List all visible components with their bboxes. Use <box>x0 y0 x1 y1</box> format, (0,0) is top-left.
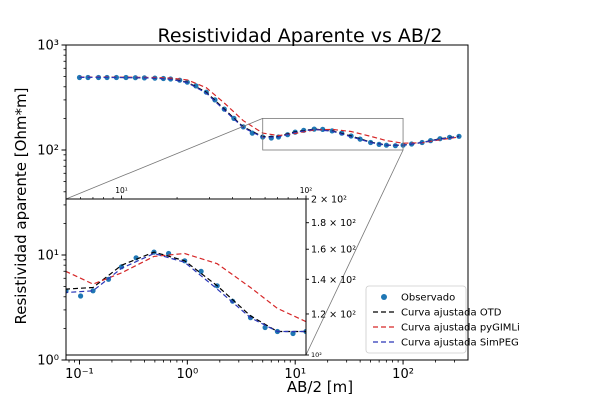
main-series-line-3 <box>79 76 460 146</box>
inset-point-observado-22 <box>90 288 96 294</box>
zoom-indicator-box <box>262 117 404 151</box>
chart-title: Resistividad Aparente vs AB/2 <box>158 25 443 47</box>
inset-point-observado-25 <box>133 255 139 261</box>
y-tick-label: 10² <box>37 144 59 159</box>
inset-y-tick-label: 1.6 × 10² <box>311 245 356 256</box>
y-tick-label: 10¹ <box>37 249 59 264</box>
legend-label-2: Curva ajustada pyGIMLi <box>401 323 520 334</box>
inset-x-tick-label: 10² <box>300 186 313 195</box>
inset-point-observado-35 <box>290 330 296 337</box>
legend: Observado Curva ajustada OTD Curva ajustad… <box>365 285 520 354</box>
inset-frame <box>65 198 307 356</box>
main-series-line-2 <box>79 76 460 144</box>
inset-point-observado-16 <box>0 151 3 156</box>
x-tick-label: 10¹ <box>284 367 306 382</box>
x-tick-label: 10⁻¹ <box>65 367 94 382</box>
main-point-observado-19 <box>249 130 255 136</box>
inset-y-tick-label: 1.8 × 10² <box>311 218 356 229</box>
main-series-line-1 <box>79 76 460 146</box>
x-tick-label: 10⁰ <box>176 367 198 382</box>
legend-label-0: Observado <box>401 293 455 304</box>
inset-point-observado-21 <box>78 293 84 299</box>
zoom-connector-line <box>305 149 404 356</box>
inset-point-observado-33 <box>262 324 268 331</box>
inset-y-tick-label: 10² <box>311 351 322 359</box>
inset-y-tick-label: 2 × 10² <box>311 195 347 206</box>
legend-box <box>365 285 467 354</box>
legend-label-3: Curva ajustada SimPEG <box>401 338 519 349</box>
main-point-observado-42 <box>456 133 462 139</box>
zoom-connector-line <box>65 118 263 200</box>
legend-marker-0 <box>381 294 387 300</box>
inset-point-observado-29 <box>198 268 204 274</box>
inset-background <box>66 199 306 355</box>
x-tick-label: 10² <box>392 367 414 382</box>
inset-y-tick-label: 1.2 × 10² <box>311 309 356 320</box>
main-point-observado-5 <box>123 74 129 81</box>
inset-point-observado-18 <box>30 238 35 243</box>
inset-y-tick-label: 1.4 × 10² <box>311 275 356 286</box>
main-point-observado-6 <box>132 75 138 81</box>
inset-point-observado-31 <box>230 298 236 304</box>
x-axis-label: AB/2 [m] <box>287 378 353 396</box>
inset-plot-area: 10¹ 10² 10² 1.2 × 10² 1.4 × 10² 1.6 × 10² 1.8 … <box>0 151 356 359</box>
y-tick-label: 10⁰ <box>37 354 59 369</box>
y-tick-label: 10³ <box>37 39 59 54</box>
legend-label-1: Curva ajustada OTD <box>401 308 502 319</box>
inset-x-tick-label: 10¹ <box>115 186 128 195</box>
main-plot-area: 10⁻¹ 10⁰ 10¹ 10² 10⁰ 10¹ 10² 10³ <box>37 39 469 382</box>
inset-point-observado-19 <box>46 269 51 274</box>
inset-series-line-3 <box>66 252 306 333</box>
y-axis-label: Resistividad aparente [Ohm*m] <box>12 88 30 325</box>
